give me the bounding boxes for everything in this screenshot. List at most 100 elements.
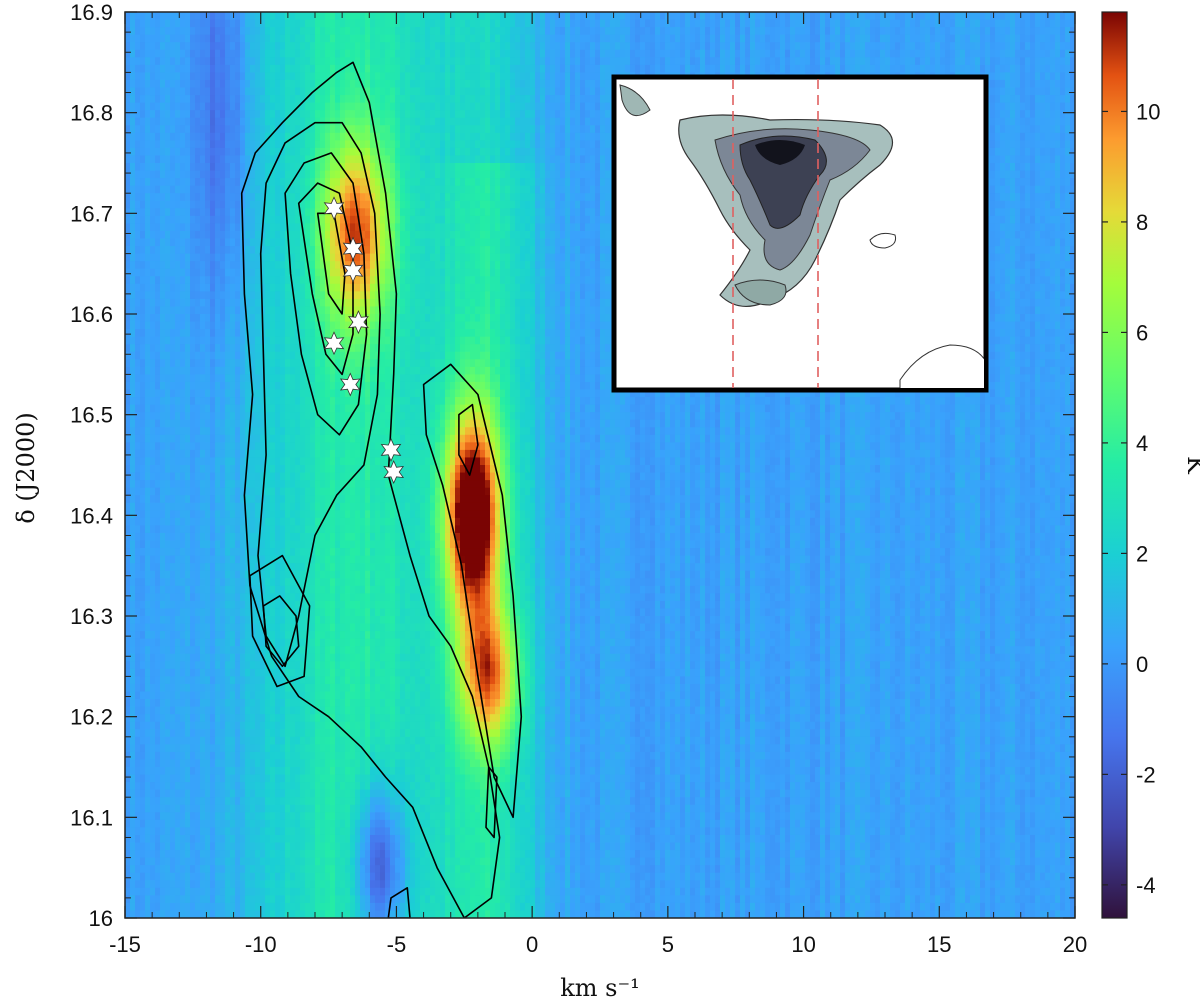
heatmap-cell [300,72,306,81]
heatmap-cell [220,215,226,224]
heatmap-cell [280,887,286,896]
heatmap-cell [320,19,326,28]
heatmap-cell [325,532,331,542]
heatmap-cell [215,789,221,798]
heatmap-cell [245,12,251,21]
heatmap-cell [205,714,211,723]
heatmap-cell [205,208,211,217]
heatmap-cell [290,638,296,647]
heatmap-cell [195,797,201,806]
heatmap-cell [225,646,231,655]
heatmap-cell [315,42,321,51]
heatmap-cell [235,472,241,481]
heatmap-cell [325,238,331,247]
heatmap-cell [230,95,236,104]
heatmap-cell [150,344,156,353]
heatmap-cell [275,404,281,413]
heatmap-cell [310,427,316,436]
heatmap-cell [175,616,181,625]
heatmap-cell [260,125,266,134]
heatmap-cell [225,902,231,912]
heatmap-cell [240,646,246,655]
heatmap-cell [330,215,336,224]
heatmap-cell [325,110,331,119]
heatmap-cell [300,200,306,209]
heatmap-cell [225,366,231,375]
heatmap-cell [275,178,281,187]
heatmap-cell [185,79,191,89]
heatmap-cell [330,548,336,557]
heatmap-cell [275,412,281,421]
heatmap-cell [290,495,296,504]
heatmap-cell [250,683,256,693]
heatmap-cell [190,480,196,489]
heatmap-cell [325,729,331,738]
heatmap-cell [170,178,176,187]
heatmap-cell [245,57,251,66]
heatmap-cell [175,819,181,828]
heatmap-cell [225,314,231,323]
heatmap-cell [255,699,261,708]
heatmap-cell [155,42,161,51]
heatmap-cell [190,691,196,700]
heatmap-cell [185,714,191,723]
heatmap-cell [160,215,166,224]
heatmap-cell [215,502,221,511]
heatmap-cell [310,351,316,360]
heatmap-cell [225,525,231,534]
heatmap-cell [245,291,251,300]
heatmap-cell [235,661,241,670]
heatmap-cell [185,344,191,353]
heatmap-cell [320,631,326,640]
heatmap-cell [180,449,186,459]
heatmap-cell [135,789,141,798]
heatmap-cell [220,759,226,768]
heatmap-cell [230,314,236,323]
heatmap-cell [250,64,256,73]
heatmap-cell [165,95,171,104]
heatmap-cell [280,291,286,300]
heatmap-cell [290,351,296,360]
heatmap-cell [235,95,241,104]
heatmap-cell [175,789,181,798]
heatmap-cell [135,57,141,66]
heatmap-cell [185,563,191,572]
heatmap-cell [280,714,286,723]
heatmap-cell [280,736,286,745]
heatmap-cell [210,540,216,549]
heatmap-cell [125,887,131,896]
heatmap-cell [170,223,176,232]
heatmap-cell [280,593,286,602]
heatmap-cell [180,12,186,21]
heatmap-cell [325,163,331,172]
heatmap-cell [210,895,216,904]
heatmap-cell [160,238,166,247]
heatmap-cell [285,321,291,330]
heatmap-cell [125,472,131,481]
heatmap-cell [200,661,206,670]
heatmap-cell [280,902,286,912]
heatmap-cell [330,487,336,496]
heatmap-cell [255,661,261,670]
heatmap-cell [315,336,321,345]
heatmap-cell [165,193,171,202]
heatmap-cell [170,819,176,828]
heatmap-cell [190,42,196,51]
heatmap-cell [210,238,216,247]
heatmap-cell [195,359,201,368]
heatmap-cell [285,759,291,768]
heatmap-cell [315,699,321,708]
heatmap-cell [175,49,181,58]
heatmap-cell [175,706,181,715]
heatmap-cell [155,147,161,157]
heatmap-cell [170,578,176,587]
heatmap-cell [140,646,146,655]
heatmap-cell [170,64,176,73]
heatmap-cell [245,608,251,617]
heatmap-cell [160,200,166,209]
heatmap-cell [250,170,256,179]
heatmap-cell [225,223,231,232]
heatmap-cell [195,834,201,844]
heatmap-cell [170,812,176,821]
heatmap-cell [295,246,301,255]
